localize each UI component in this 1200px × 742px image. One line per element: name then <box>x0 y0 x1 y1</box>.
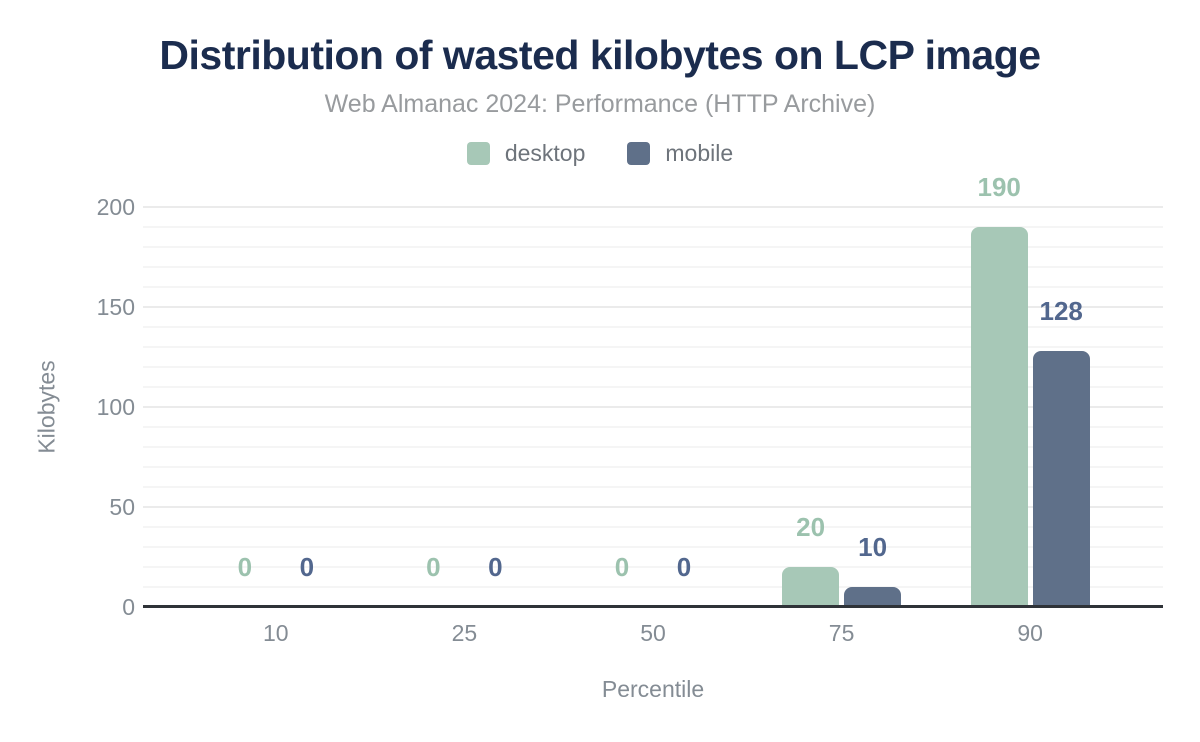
bar-desktop-p90[interactable] <box>970 227 1028 607</box>
y-tick-label: 200 <box>96 194 135 220</box>
legend-item-desktop[interactable]: desktop <box>466 140 586 167</box>
bar-value-label-desktop-p75: 20 <box>796 512 826 542</box>
y-tick-label: 50 <box>109 494 135 520</box>
bar-desktop-p75[interactable] <box>782 567 840 607</box>
bar-value-label-desktop-p50: 0 <box>614 552 630 582</box>
minor-gridline <box>143 286 1163 288</box>
bar-value-label-mobile-p50: 0 <box>676 552 692 582</box>
x-tick-label-p50: 50 <box>640 620 666 646</box>
minor-gridline <box>143 246 1163 248</box>
minor-gridline <box>143 466 1163 468</box>
bar-mobile-p75[interactable] <box>844 587 902 607</box>
minor-gridline <box>143 366 1163 368</box>
legend-swatch-mobile-icon <box>627 142 651 165</box>
bar-value-label-desktop-p10: 0 <box>237 552 253 582</box>
minor-gridline <box>143 526 1163 528</box>
minor-gridline <box>143 586 1163 588</box>
minor-gridline <box>143 386 1163 388</box>
legend-item-mobile[interactable]: mobile <box>627 140 733 167</box>
major-gridline <box>143 206 1163 208</box>
y-tick-label: 0 <box>122 594 135 620</box>
x-tick-label-p90: 90 <box>1017 620 1043 646</box>
legend-label-mobile: mobile <box>665 140 734 166</box>
minor-gridline <box>143 426 1163 428</box>
plot-area: 0 0 10 0 0 25 0 0 50 20 10 75 190 128 90 <box>143 172 1163 646</box>
minor-gridline <box>143 346 1163 348</box>
minor-gridline <box>143 486 1163 488</box>
legend-swatch-desktop-icon <box>466 142 490 165</box>
minor-gridline <box>143 446 1163 448</box>
bar-value-label-mobile-p25: 0 <box>488 552 503 582</box>
x-tick-label-p75: 75 <box>828 620 855 646</box>
major-gridline <box>143 406 1163 408</box>
chart-title: Distribution of wasted kilobytes on LCP … <box>159 32 1041 78</box>
y-tick-label: 100 <box>96 394 135 420</box>
major-gridline <box>143 506 1163 508</box>
minor-gridline <box>143 266 1163 268</box>
major-gridline <box>143 306 1163 308</box>
minor-gridline <box>143 326 1163 328</box>
x-axis-line <box>143 605 1163 608</box>
legend-label-desktop: desktop <box>504 140 586 166</box>
legend: desktop mobile <box>0 140 1200 167</box>
minor-gridline <box>143 546 1163 548</box>
bar-value-label-mobile-p90: 128 <box>1039 296 1083 326</box>
bar-mobile-p90[interactable] <box>1032 351 1090 607</box>
bar-value-label-desktop-p90: 190 <box>977 172 1021 202</box>
minor-gridline <box>143 226 1163 228</box>
y-tick-label: 150 <box>96 294 135 320</box>
x-tick-label-p10: 10 <box>263 620 289 646</box>
bar-value-label-mobile-p75: 10 <box>858 532 888 562</box>
x-axis-title: Percentile <box>601 676 705 702</box>
x-tick-label-p25: 25 <box>451 620 478 646</box>
chart-subtitle: Web Almanac 2024: Performance (HTTP Arch… <box>324 90 876 118</box>
bar-value-label-mobile-p10: 0 <box>299 552 315 582</box>
minor-gridline <box>143 566 1163 568</box>
y-axis-tick-labels: 0 50 100 150 200 <box>0 194 135 620</box>
bar-value-label-desktop-p25: 0 <box>426 552 441 582</box>
